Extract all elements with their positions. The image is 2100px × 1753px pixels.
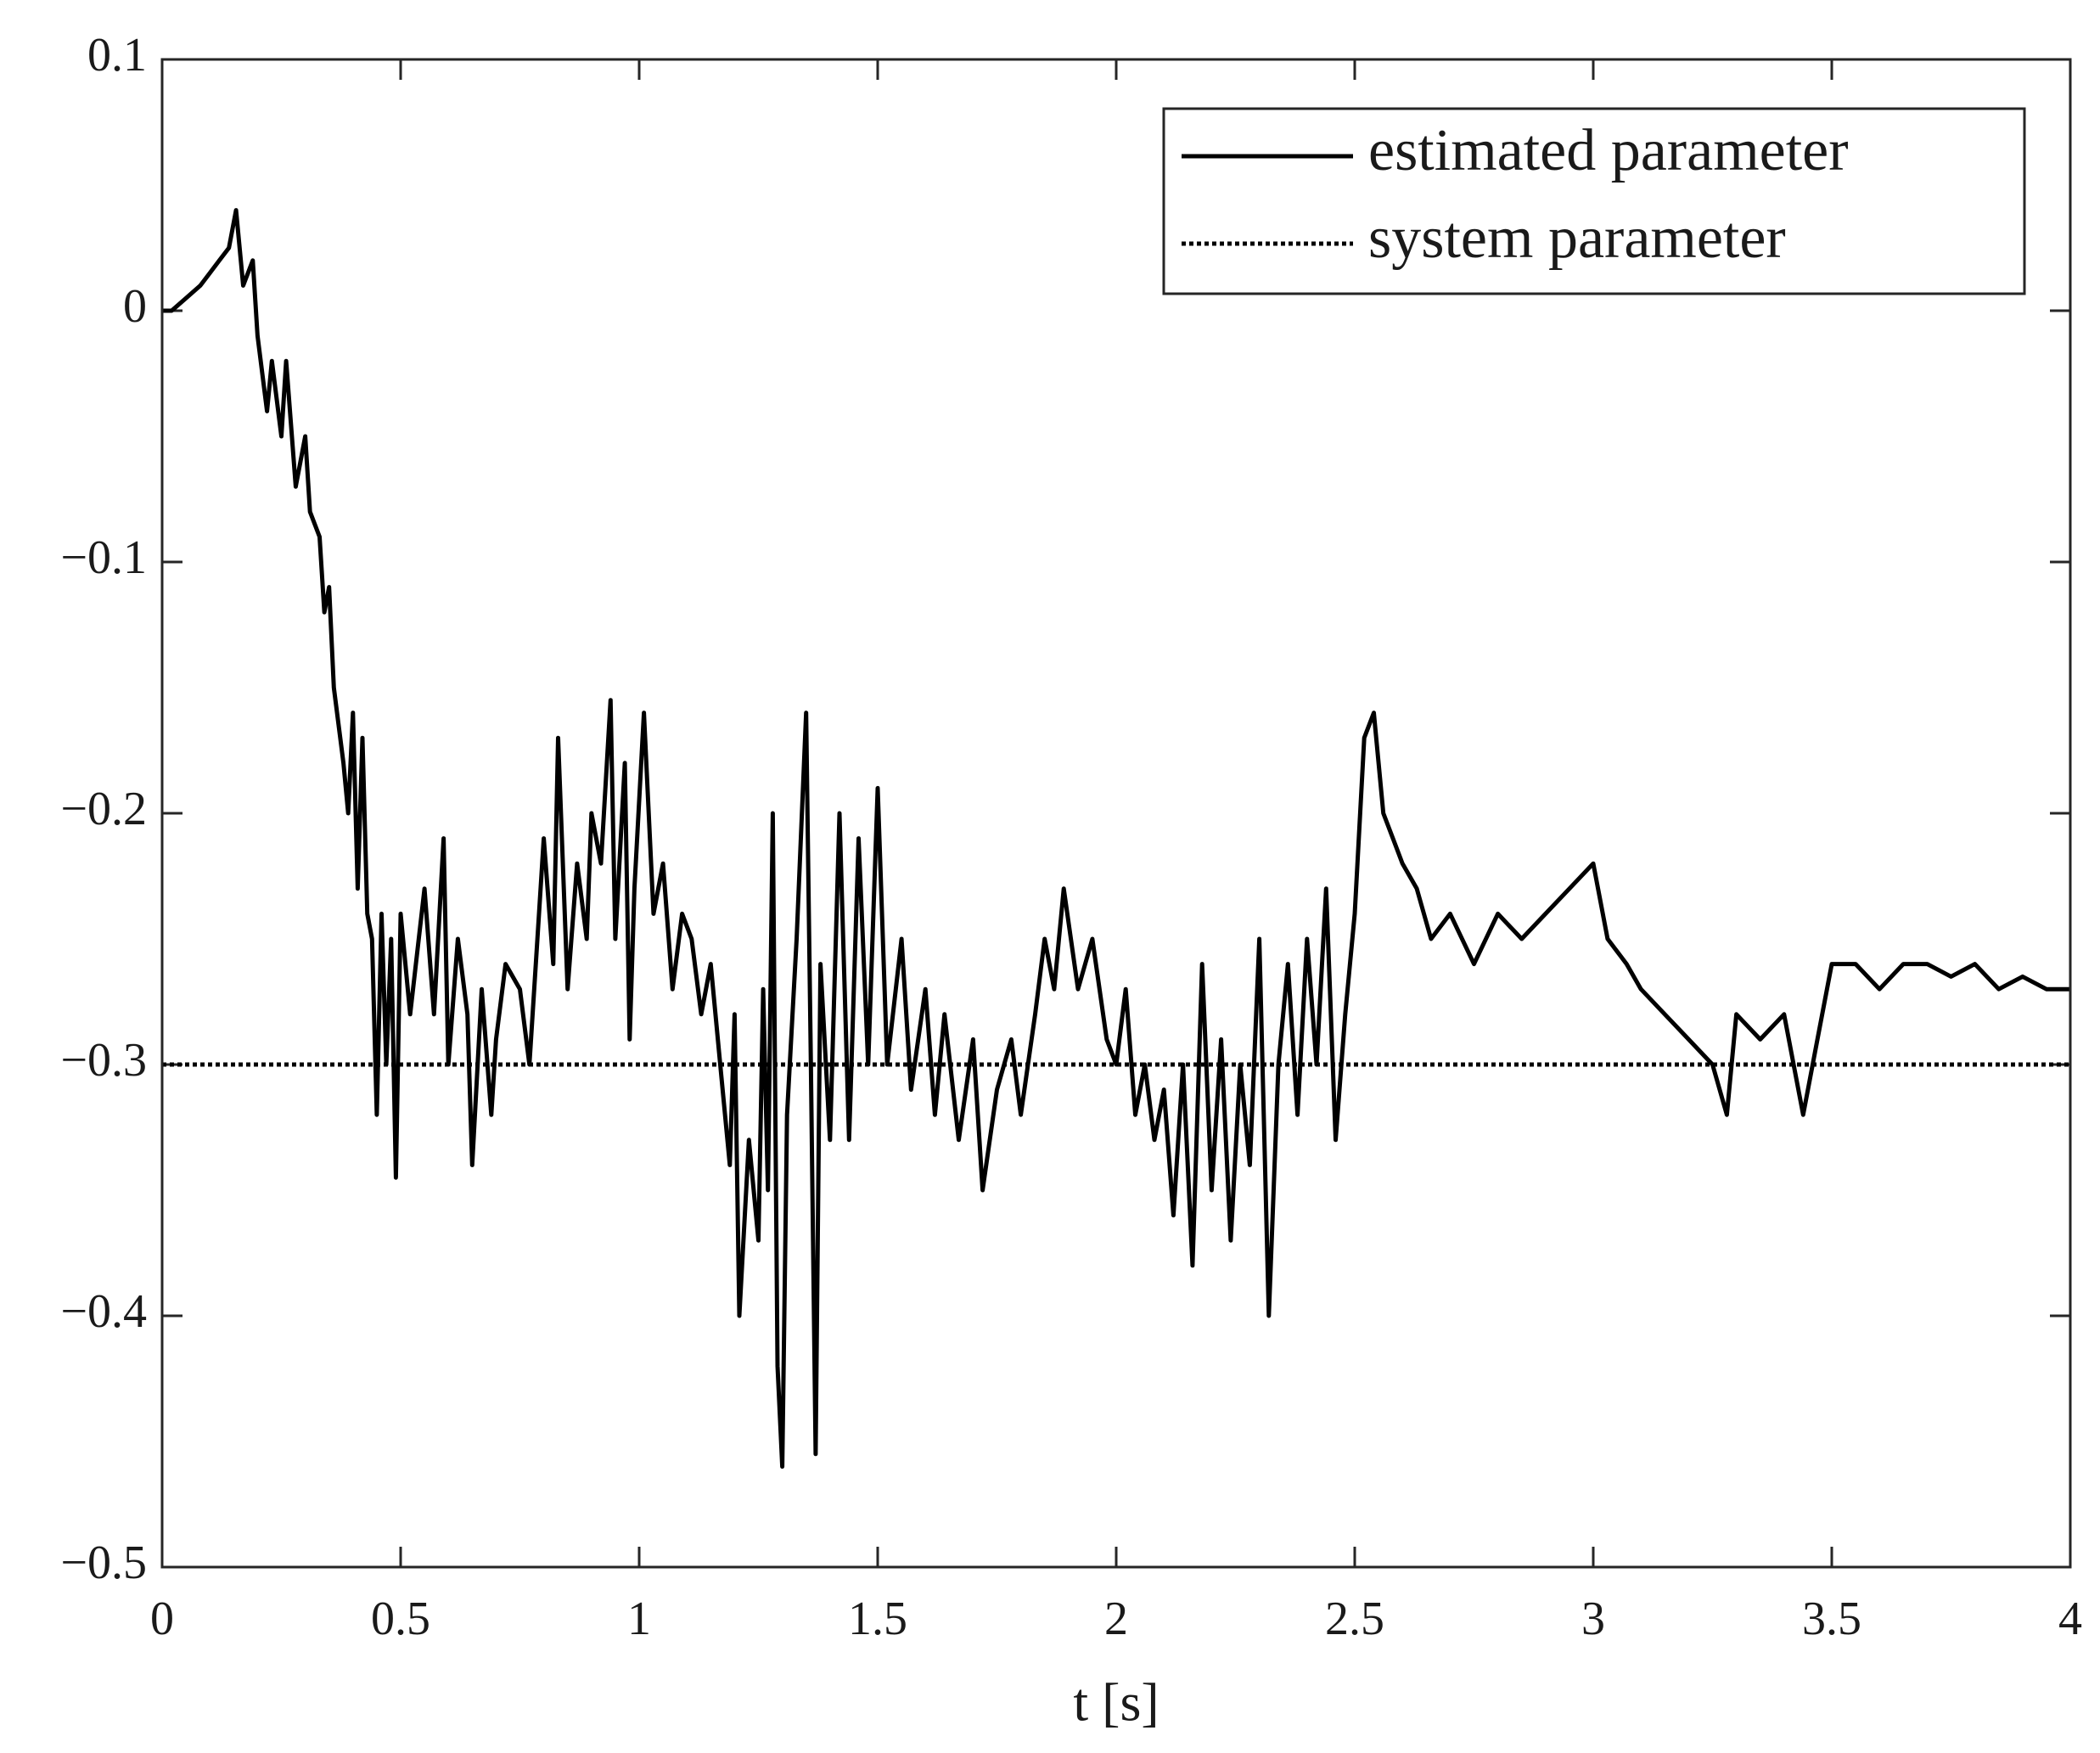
y-tick-label: −0.4 <box>60 1285 147 1338</box>
y-tick-label: −0.2 <box>60 783 147 835</box>
x-tick-label: 2 <box>1104 1593 1128 1645</box>
x-tick-label: 1 <box>627 1593 651 1645</box>
legend-label: system parameter <box>1368 205 1786 271</box>
x-tick-label: 3 <box>1581 1593 1605 1645</box>
data-line <box>162 208 2070 1469</box>
x-tick-label: 3.5 <box>1802 1593 1861 1645</box>
x-axis-label: t [s] <box>1073 1672 1159 1733</box>
legend-box <box>1162 107 2026 295</box>
x-tick-label: 1.5 <box>848 1593 907 1645</box>
x-tick-label: 0.5 <box>371 1593 430 1645</box>
plot-frame <box>160 58 2072 1569</box>
y-tick-label: −0.3 <box>60 1034 147 1087</box>
y-tick-label: 0 <box>123 280 147 333</box>
x-tick-label: 0 <box>150 1593 174 1645</box>
legend-label: estimated parameter <box>1368 118 1849 183</box>
x-tick-label: 2.5 <box>1325 1593 1384 1645</box>
y-tick-label: −0.5 <box>60 1537 147 1589</box>
y-tick-label: 0.1 <box>87 29 147 81</box>
y-tick-label: −0.1 <box>60 531 147 584</box>
x-tick-label: 4 <box>2058 1593 2082 1645</box>
